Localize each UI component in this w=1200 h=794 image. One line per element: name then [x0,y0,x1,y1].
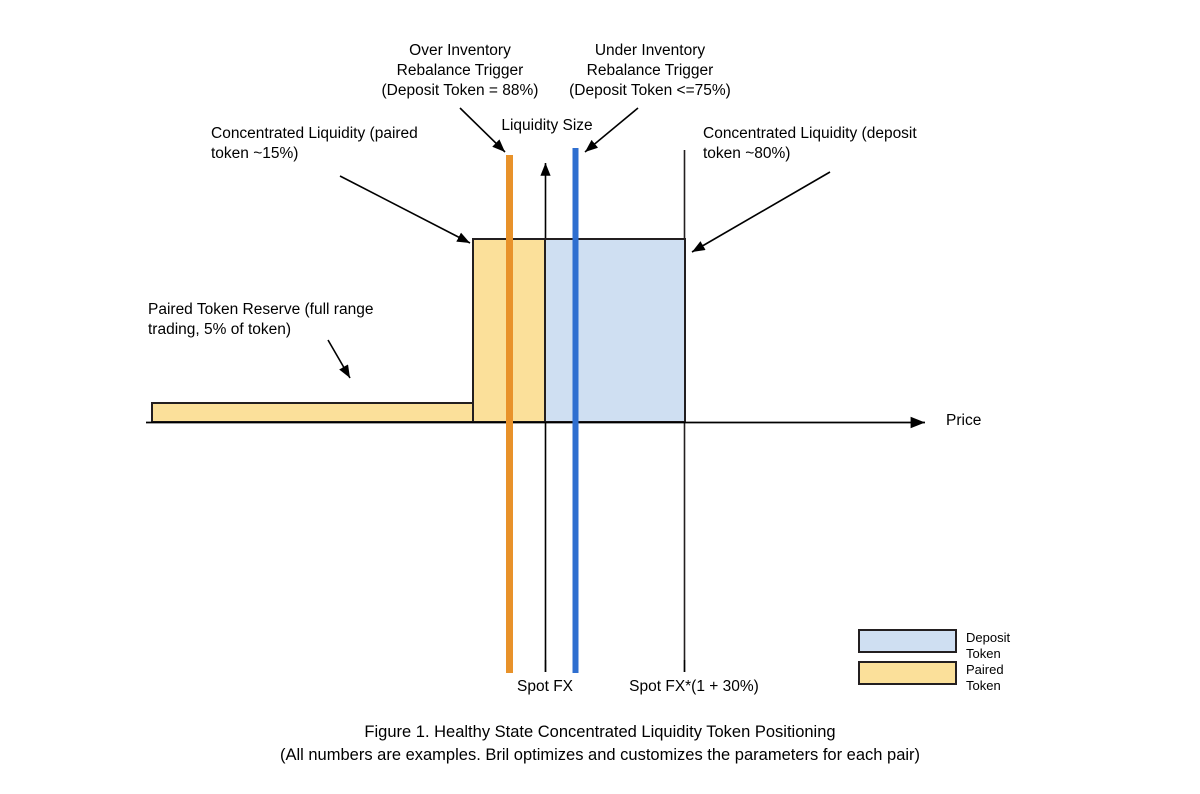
legend-label-paired-token: Paired Token [966,662,1004,693]
tick-label-spot-fx-upper: Spot FX*(1 + 30%) [629,678,759,695]
under-inventory-leader-arrow [584,107,639,153]
paired-token-reserve-bar [151,402,474,423]
axis-label-price: Price [946,412,982,429]
figure-caption-line-1: Figure 1. Healthy State Concentrated Liq… [364,723,836,741]
annotation-liquidity-size: Liquidity Size [501,117,593,134]
figure-caption-line-2: (All numbers are examples. Bril optimize… [279,746,921,764]
annotation-concentrated-paired: Concentrated Liquidity (paired token ~15… [211,125,418,162]
legend-swatch-paired-token [858,661,957,685]
legend-label-deposit-token: Deposit Token [966,630,1011,661]
over-inventory-leader-arrow [459,107,506,153]
concentrated-deposit-token-bar [544,238,686,423]
tick-label-spot-fx: Spot FX [517,678,573,695]
paired-reserve-leader-arrow [327,339,351,379]
annotation-concentrated-deposit: Concentrated Liquidity (deposit token ~8… [703,125,917,162]
concentrated-paired-leader-arrow [339,175,471,244]
legend-swatch-deposit-token [858,629,957,653]
annotation-over-inventory: Over Inventory Rebalance Trigger (Deposi… [381,42,539,99]
annotation-paired-reserve: Paired Token Reserve (full range trading… [148,301,374,338]
concentrated-deposit-leader-arrow [691,171,831,253]
annotation-under-inventory: Under Inventory Rebalance Trigger (Depos… [569,42,731,99]
